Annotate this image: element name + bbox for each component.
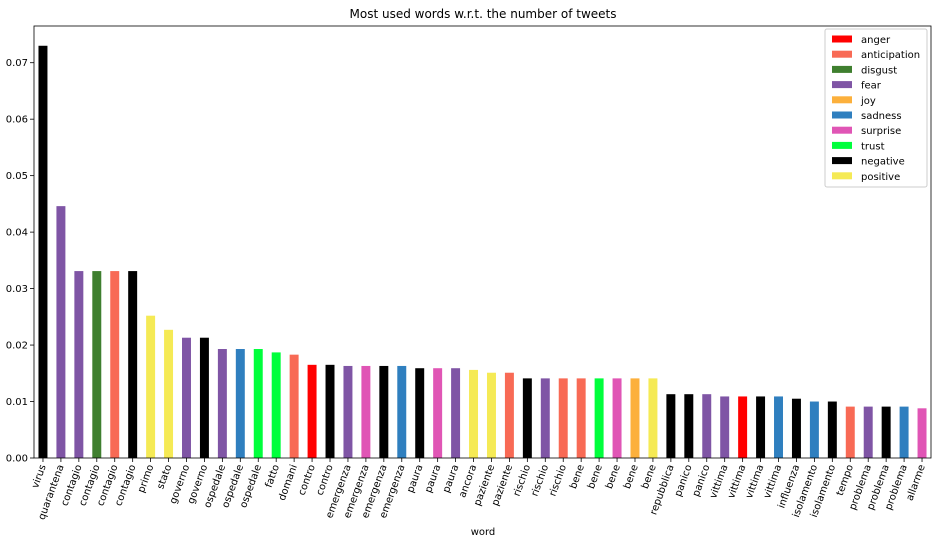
bar-panico-negative xyxy=(684,394,694,458)
bars-group xyxy=(38,45,927,458)
bar-paura-fear xyxy=(451,368,461,458)
bar-paziente-anticipation xyxy=(504,372,514,458)
bar-vittima-anger xyxy=(738,396,748,458)
bar-ospedale-fear xyxy=(217,349,227,458)
bar-influenza-negative xyxy=(791,398,801,458)
legend-label-anticipation: anticipation xyxy=(861,50,920,61)
y-tick-label: 0.07 xyxy=(6,58,28,69)
bar-paura-surprise xyxy=(433,368,443,458)
legend-swatch-anticipation xyxy=(832,50,852,58)
plot-frame xyxy=(33,25,932,459)
y-axis: 0.00 0.01 0.02 0.03 0.04 0.05 0.06 0.07 xyxy=(6,58,34,465)
legend-label-negative: negative xyxy=(861,157,905,168)
y-tick-label: 0.04 xyxy=(6,228,28,239)
y-tick-label: 0.05 xyxy=(6,171,28,182)
bar-ospedale-sadness xyxy=(235,349,245,458)
legend-swatch-anger xyxy=(832,35,852,43)
y-tick-label: 0.01 xyxy=(6,397,28,408)
chart-title: Most used words w.r.t. the number of twe… xyxy=(350,7,617,21)
bar-problema-negative xyxy=(881,406,891,458)
legend-swatch-trust xyxy=(832,141,852,149)
legend-label-fear: fear xyxy=(861,81,882,92)
bar-paziente-positive xyxy=(486,372,496,458)
bar-bene-trust xyxy=(594,378,604,458)
y-tick-label: 0.03 xyxy=(6,284,28,295)
y-tick-label: 0.06 xyxy=(6,115,28,126)
legend-swatch-surprise xyxy=(832,126,852,134)
legend-label-sadness: sadness xyxy=(861,111,902,122)
bar-repubblica-negative xyxy=(666,394,676,458)
legend-swatch-joy xyxy=(832,96,852,104)
bar-problema-fear xyxy=(863,406,873,458)
bar-emergenza-negative xyxy=(379,365,389,458)
legend: anger anticipation disgust fear joy sadness su… xyxy=(824,28,928,188)
bar-tempo-anticipation xyxy=(845,406,855,458)
bar-paura-negative xyxy=(415,368,425,458)
bar-bene-positive xyxy=(648,378,658,458)
legend-label-anger: anger xyxy=(861,35,891,46)
bar-contagio-fear xyxy=(74,271,84,458)
bar-contagio-negative xyxy=(128,271,138,458)
bar-domani-anticipation xyxy=(289,354,299,458)
bar-panico-fear xyxy=(702,394,712,458)
bar-quarantena-fear xyxy=(56,206,66,458)
legend-swatch-disgust xyxy=(832,65,852,73)
x-axis-label: word xyxy=(471,527,496,538)
bar-stato-positive xyxy=(164,329,174,458)
y-tick-label: 0.02 xyxy=(6,341,28,352)
legend-label-disgust: disgust xyxy=(861,65,897,76)
bar-isolamento-negative xyxy=(827,401,837,458)
bar-virus-negative xyxy=(38,45,48,458)
bar-fatto-trust xyxy=(271,352,281,458)
bar-allarme-surprise xyxy=(917,408,927,458)
bar-vittima-sadness xyxy=(774,396,783,458)
bar-emergenza-sadness xyxy=(397,365,407,458)
bar-bene-surprise xyxy=(612,378,622,458)
bar-vittima-fear xyxy=(720,396,730,458)
legend-swatch-fear xyxy=(832,81,852,89)
legend-label-positive: positive xyxy=(861,172,900,183)
legend-label-trust: trust xyxy=(861,141,885,152)
bar-governo-negative xyxy=(199,337,209,458)
legend-label-surprise: surprise xyxy=(861,126,901,137)
bar-ancora-positive xyxy=(469,369,479,458)
bar-problema-sadness xyxy=(899,406,909,458)
legend-swatch-sadness xyxy=(832,111,852,119)
bar-contagio-anticipation xyxy=(110,271,120,458)
legend-swatch-negative xyxy=(832,157,852,165)
bar-primo-positive xyxy=(146,315,156,458)
bar-rischio-negative xyxy=(522,378,532,458)
bar-rischio-anticipation xyxy=(558,378,568,458)
bar-contro-negative xyxy=(325,364,335,458)
bar-bene-anticipation xyxy=(576,378,586,458)
bar-ospedale-trust xyxy=(253,349,263,458)
bar-contro-anger xyxy=(307,364,317,458)
bar-bene-joy xyxy=(630,378,640,458)
bar-rischio-fear xyxy=(540,378,550,458)
bar-emergenza-surprise xyxy=(361,365,371,458)
bar-governo-fear xyxy=(182,337,191,458)
legend-label-joy: joy xyxy=(860,96,876,107)
bar-isolamento-sadness xyxy=(809,401,819,458)
y-tick-label: 0.00 xyxy=(6,454,28,465)
bar-emergenza-fear xyxy=(343,365,353,458)
bar-vittima-negative xyxy=(756,396,766,458)
bar-contagio-disgust xyxy=(92,271,102,458)
legend-swatch-positive xyxy=(832,172,852,180)
